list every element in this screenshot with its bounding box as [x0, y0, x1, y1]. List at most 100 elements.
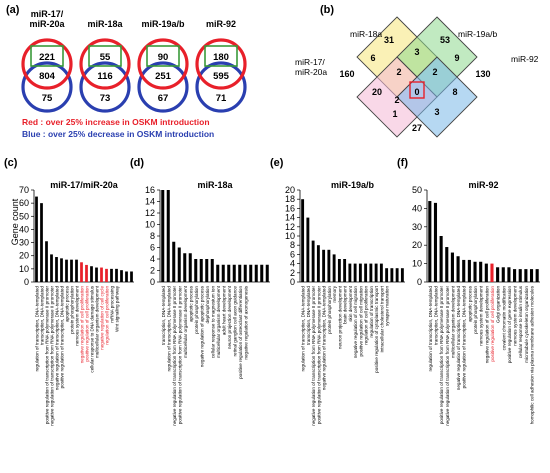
- x-tick-label: negative regulation of cell proliferatio…: [80, 286, 85, 364]
- bar: [379, 263, 383, 282]
- x-tick-label: negative regulation of transcription, DN…: [456, 286, 461, 391]
- y-tick-label: 0: [24, 277, 29, 287]
- bar: [90, 266, 93, 282]
- bar: [374, 263, 378, 282]
- red-circle: [137, 38, 189, 90]
- y-tick-label: 12: [145, 208, 155, 218]
- bar: [265, 264, 269, 282]
- highlight-box: [409, 81, 425, 99]
- region-count: 2: [396, 67, 401, 77]
- bar: [395, 268, 399, 282]
- label-mir92: miR-92: [511, 54, 539, 64]
- bar: [496, 267, 500, 282]
- chart-title: miR-17/miR-20a: [50, 180, 119, 190]
- venn-pair: miR-17/miR-20a 221 804 75: [21, 9, 73, 113]
- bar: [332, 254, 336, 282]
- bar: [161, 190, 165, 282]
- bar: [172, 241, 176, 282]
- bar: [221, 264, 225, 282]
- region-count: 27: [412, 123, 422, 133]
- x-tick-label: synapse maturation: [385, 286, 390, 327]
- x-tick-label: intracellular cholesterol transport: [379, 285, 384, 352]
- y-tick-label: 12: [285, 222, 295, 232]
- bar: [55, 257, 58, 282]
- bar: [524, 269, 528, 282]
- panel-letter: (c): [4, 157, 18, 169]
- bar-charts: (c)miR-17/miR-20a010203040506070regulati…: [4, 157, 540, 426]
- bar: [166, 190, 170, 282]
- y-tick-label: 16: [285, 203, 295, 213]
- x-tick-label: nervous system development: [75, 285, 80, 345]
- chart-title: miR-19a/b: [331, 180, 375, 190]
- region-count: 3: [414, 47, 419, 57]
- x-tick-label: protein phosphorylation: [194, 286, 199, 334]
- bar: [479, 261, 483, 282]
- bar: [199, 259, 203, 282]
- region-count: 31: [384, 35, 394, 45]
- y-tick-label: 8: [290, 240, 295, 250]
- bar-highlight: [85, 264, 88, 282]
- bar: [322, 249, 326, 282]
- bar: [70, 259, 73, 282]
- count-blue: 75: [42, 93, 53, 104]
- x-tick-label: apoptotic process: [65, 285, 70, 322]
- region-count: 3: [434, 107, 439, 117]
- panel-b: (b) 31 53 6 3 9 160 2 2 130 20 0 8 2 1 3 27 miR-18a miR…: [295, 4, 539, 138]
- y-tick-label: 10: [19, 264, 29, 274]
- x-tick-label: multicellular organism development: [216, 285, 221, 358]
- x-tick-label: regulation of transcription, DNA-templat…: [166, 286, 171, 372]
- bar: [254, 264, 258, 282]
- panel-b-letter: (b): [320, 4, 334, 16]
- y-tick-label: 0: [290, 277, 295, 287]
- x-tick-label: microtubule cytoskeleton organization: [524, 286, 529, 363]
- venn-pair: miR-92 180 595 71: [195, 19, 247, 113]
- region-count: 20: [372, 87, 382, 97]
- bar: [216, 264, 220, 282]
- x-tick-label: skin development: [348, 285, 353, 321]
- x-tick-label: cellular response to DNA damage stimulus: [90, 285, 95, 372]
- bar: [311, 240, 315, 282]
- panel-a-letter: (a): [6, 4, 20, 16]
- x-tick-label: neuron projection development: [227, 285, 232, 349]
- x-tick-label: positive regulation of transcription fro…: [45, 286, 50, 425]
- bar: [249, 264, 253, 282]
- x-tick-label: apoptotic process: [467, 285, 472, 322]
- region-count: 160: [339, 69, 354, 79]
- blue-circle: [137, 61, 189, 113]
- y-tick-label: 6: [290, 249, 295, 259]
- x-tick-label: positive regulation of transcription fro…: [177, 286, 182, 425]
- y-tick-label: 40: [412, 203, 422, 213]
- legend-blue-text: Blue : over 25% decrease in OSKM introdu…: [22, 129, 214, 139]
- y-tick-label: 0: [417, 277, 422, 287]
- bar: [95, 267, 98, 282]
- bar: [60, 258, 63, 282]
- bar: [462, 259, 466, 282]
- count-green: 221: [39, 52, 56, 63]
- bar: [177, 247, 181, 282]
- x-tick-label: nervous system development: [479, 285, 484, 345]
- bar: [260, 264, 264, 282]
- region-count: 0: [414, 87, 419, 97]
- y-tick-label: 4: [290, 259, 295, 269]
- region-count: 53: [440, 35, 450, 45]
- bar: [40, 203, 43, 282]
- x-tick-label: protein phosphorylation: [473, 286, 478, 334]
- y-tick-label: 16: [145, 185, 155, 195]
- x-tick-label: negative regulation of axonogenesis: [243, 285, 248, 359]
- four-way-venn: 31 53 6 3 9 160 2 2 130 20 0 8 2 1 3 27: [339, 16, 491, 138]
- blue-circle: [79, 61, 131, 113]
- count-blue: 67: [158, 93, 169, 104]
- x-tick-label: protein phosphorylation: [327, 286, 332, 334]
- bar: [238, 264, 242, 282]
- bar: [518, 269, 522, 282]
- y-tick-label: 20: [19, 251, 29, 261]
- blue-circle: [21, 61, 73, 113]
- red-circle: [79, 38, 131, 90]
- y-tick-label: 20: [285, 185, 295, 195]
- bar: [205, 259, 209, 282]
- x-tick-label: brain development: [343, 285, 348, 324]
- x-tick-label: regulation of cell proliferation: [364, 286, 369, 345]
- label-mir17-line2: miR-20a: [295, 67, 327, 77]
- blue-circle: [195, 61, 247, 113]
